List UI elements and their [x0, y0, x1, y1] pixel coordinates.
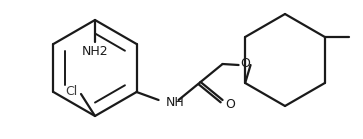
Text: Cl: Cl: [65, 85, 77, 97]
Text: O: O: [226, 97, 236, 111]
Text: NH: NH: [166, 95, 184, 109]
Text: O: O: [241, 56, 250, 70]
Text: NH2: NH2: [82, 44, 108, 58]
